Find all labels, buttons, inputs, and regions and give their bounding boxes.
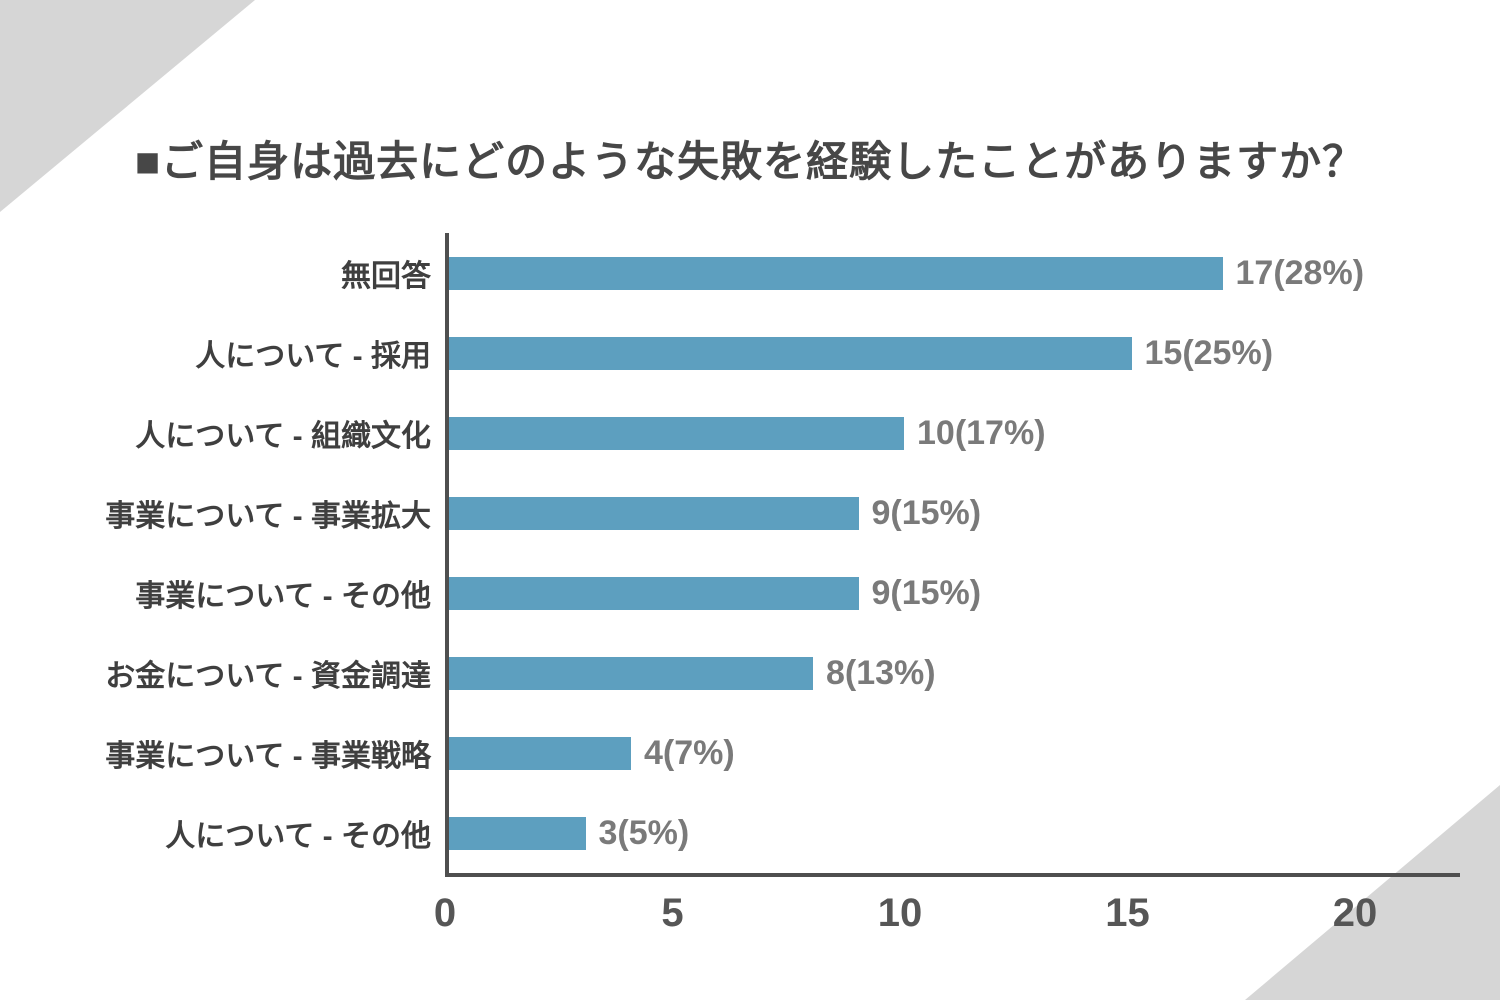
- bar-track: 4(7%): [445, 713, 1460, 793]
- bar: [449, 416, 904, 450]
- bar: [449, 816, 586, 850]
- category-label: お金について - 資金調達: [105, 660, 431, 693]
- bar: [449, 496, 859, 530]
- bar-row: 人について - 組織文化 10(17%): [15, 393, 1460, 473]
- x-axis-spacer: [15, 873, 445, 947]
- value-label: 10(17%): [917, 413, 1046, 452]
- bar-track: 8(13%): [445, 633, 1460, 713]
- bar: [449, 656, 813, 690]
- bar: [449, 256, 1223, 290]
- x-axis-row: 0 5 10 15 20: [15, 873, 1460, 947]
- x-axis: 0 5 10 15 20: [434, 873, 1460, 947]
- value-label: 17(28%): [1235, 253, 1365, 292]
- bar: [449, 736, 631, 770]
- bar-track: 17(28%): [445, 233, 1460, 313]
- category-label: 人について - その他: [165, 820, 431, 853]
- x-tick-label: 0: [433, 891, 457, 935]
- x-tick-label: 5: [661, 891, 684, 935]
- bar-row: 事業について - 事業戦略 4(7%): [15, 713, 1460, 793]
- value-label: 9(15%): [871, 493, 982, 532]
- bar-row: 人について - 採用 15(25%): [15, 313, 1460, 393]
- bar-track: 9(15%): [445, 553, 1460, 633]
- x-tick-label: 15: [1105, 891, 1150, 935]
- chart-title: ■ご自身は過去にどのような失敗を経験したことがありますか？: [134, 138, 1366, 185]
- value-label: 4(7%): [644, 733, 735, 772]
- bar-row: お金について - 資金調達 8(13%): [15, 633, 1460, 713]
- bar-row: 事業について - その他 9(15%): [15, 553, 1460, 633]
- value-label: 3(5%): [598, 813, 690, 852]
- x-tick-label: 10: [877, 891, 923, 935]
- bar-track: 15(25%): [445, 313, 1460, 393]
- bar: [449, 336, 1132, 370]
- category-label: 無回答: [341, 260, 431, 293]
- bar-track: 3(5%): [445, 793, 1460, 873]
- category-label: 事業について - 事業拡大: [105, 500, 431, 533]
- category-label: 人について - 組織文化: [135, 420, 431, 453]
- bar-chart: 無回答 17(28%) 人について - 採用 15(25%) 人について - 組織文化 1…: [15, 233, 1460, 947]
- bar-row: 人について - その他 3(5%): [15, 793, 1460, 873]
- top-left-corner-triangle: [0, 0, 255, 212]
- x-tick-label: 20: [1332, 891, 1378, 935]
- value-label: 15(25%): [1144, 333, 1274, 372]
- chart-rows: 無回答 17(28%) 人について - 採用 15(25%) 人について - 組織文化 1…: [15, 233, 1460, 873]
- category-label: 事業について - 事業戦略: [105, 740, 431, 773]
- bar: [449, 576, 859, 610]
- bottom-right-corner-triangle: [1245, 785, 1500, 1000]
- bar-track: 9(15%): [445, 473, 1460, 553]
- value-label: 9(15%): [871, 573, 982, 612]
- category-label: 人について - 採用: [195, 340, 431, 373]
- value-label: 8(13%): [826, 653, 936, 692]
- category-label: 事業について - その他: [135, 580, 431, 613]
- bar-track: 10(17%): [445, 393, 1460, 473]
- bar-row: 無回答 17(28%): [15, 233, 1460, 313]
- bar-row: 事業について - 事業拡大 9(15%): [15, 473, 1460, 553]
